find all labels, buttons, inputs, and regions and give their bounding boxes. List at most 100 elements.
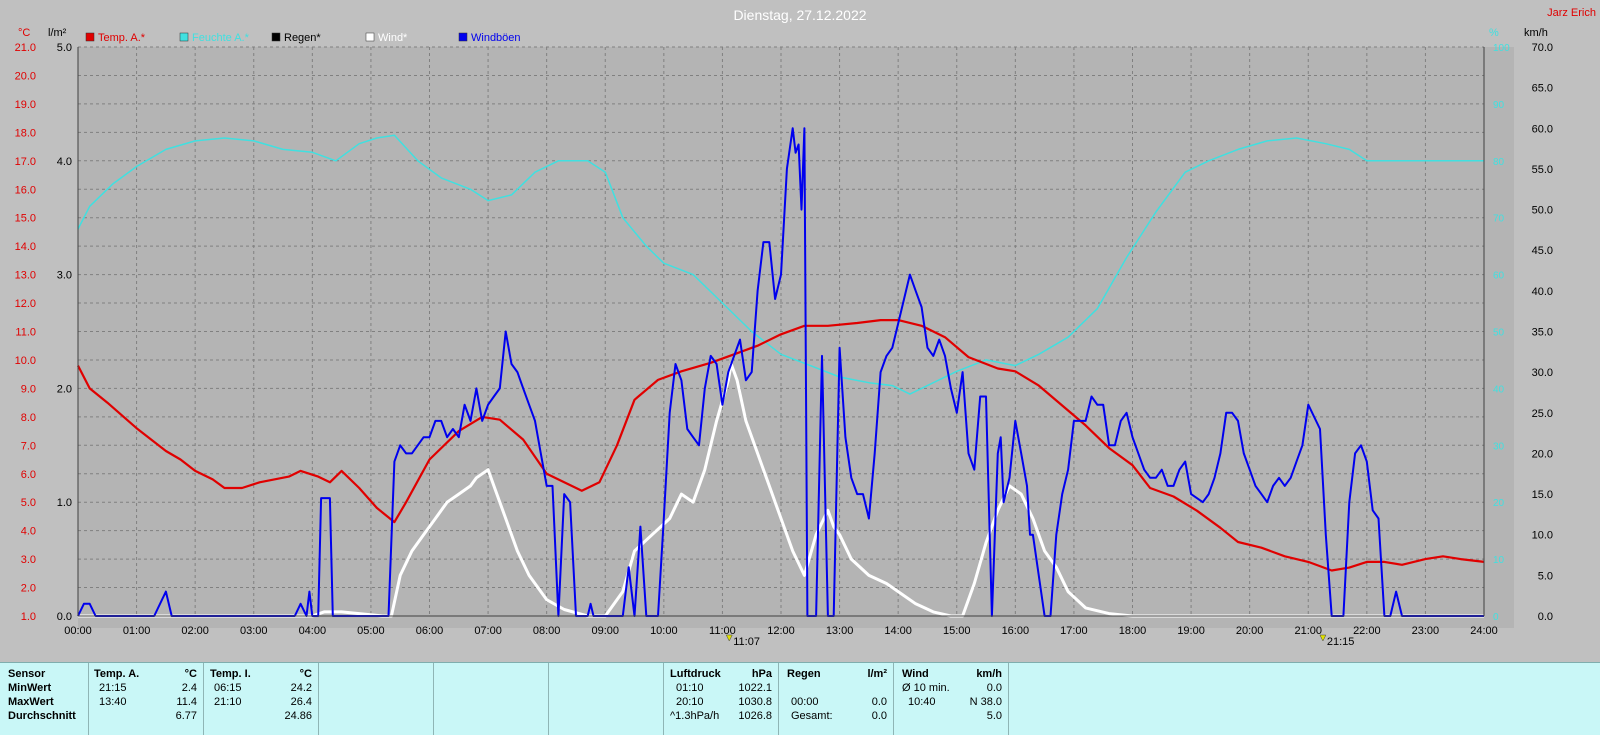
time-tick-label: 06:00 <box>416 625 444 637</box>
time-tick-label: 03:00 <box>240 625 268 637</box>
row-label-max: MaxWert <box>8 696 54 708</box>
temp-tick-label: 6.0 <box>21 469 36 481</box>
humidity-tick-label: 30 <box>1493 441 1505 452</box>
empty-column-1 <box>319 663 434 735</box>
temp-i-avg-value: 24.86 <box>284 710 312 722</box>
temp-a-avg-value: 6.77 <box>175 710 197 722</box>
wind-tick-label: 50.0 <box>1532 205 1553 217</box>
temp-tick-label: 21.0 <box>15 42 36 54</box>
temp-i-min-value: 24.2 <box>290 682 312 694</box>
time-tick-label: 11:00 <box>709 625 736 637</box>
legend-label: Windböen <box>471 32 521 44</box>
time-tick-label: 02:00 <box>181 625 209 637</box>
time-tick-label: 08:00 <box>533 625 561 637</box>
time-tick-label: 23:00 <box>1412 625 1440 637</box>
legend-swatch <box>179 32 189 42</box>
pressure-trend: ^1.3hPa/h <box>670 710 720 722</box>
pressure-avg-value: 1026.8 <box>738 710 772 722</box>
humidity-tick-label: 60 <box>1493 271 1505 282</box>
wind-avg-value: 5.0 <box>986 710 1002 722</box>
rain-max-time: 00:00 <box>791 696 819 708</box>
temp-i-max-time: 21:10 <box>214 696 242 708</box>
wind-column: Wind km/h Ø 10 min. 0.0 10:40 N 38.0 5.0 <box>894 663 1009 735</box>
time-tick-label: 12:00 <box>767 625 795 637</box>
empty-column-3 <box>549 663 664 735</box>
pressure-unit: hPa <box>751 668 772 680</box>
pressure-min-value: 1022.1 <box>738 682 772 694</box>
statistics-panel: Sensor MinWert MaxWert Durchschnitt Temp… <box>0 662 1600 735</box>
temp-a-column: Temp. A. °C 21:15 2.4 13:40 11.4 6.77 <box>89 663 204 735</box>
temp-tick-label: 1.0 <box>21 611 36 623</box>
time-tick-label: 24:00 <box>1470 625 1498 637</box>
pressure-max-time: 20:10 <box>676 696 704 708</box>
empty-column-2 <box>434 663 549 735</box>
temp-a-min-time: 21:15 <box>99 682 127 694</box>
time-marker-label: 11:07 <box>733 636 760 648</box>
time-tick-label: 00:00 <box>64 625 92 637</box>
row-label-avg: Durchschnitt <box>8 710 76 722</box>
time-tick-label: 07:00 <box>474 625 502 637</box>
temp-i-min-time: 06:15 <box>214 682 242 694</box>
wind-tick-label: 10.0 <box>1532 530 1553 542</box>
time-marker-icon <box>1319 634 1327 642</box>
temp-tick-label: 14.0 <box>15 241 36 253</box>
pressure-max-value: 1030.8 <box>738 696 772 708</box>
time-tick-label: 13:00 <box>826 625 854 637</box>
temp-a-max-value: 11.4 <box>176 696 197 708</box>
humidity-tick-label: 20 <box>1493 498 1505 509</box>
wind-max-value: N 38.0 <box>969 696 1002 708</box>
humidity-tick-label: 80 <box>1493 157 1505 168</box>
humidity-tick-label: 90 <box>1493 100 1505 111</box>
legend-label: Feuchte A.* <box>192 32 250 44</box>
time-tick-label: 18:00 <box>1119 625 1147 637</box>
legend-label: Wind* <box>378 32 408 44</box>
time-marker-label: 21:15 <box>1327 636 1355 648</box>
wind-avg10-label: Ø 10 min. <box>902 682 950 694</box>
weather-chart: 1.0 2.0 3.0 4.0 5.0 6.0 7.0 8.0 9.0 10.0 11.0 12.0 1… <box>15 7 1596 648</box>
temp-i-max-value: 26.4 <box>290 696 312 708</box>
legend-swatch <box>271 32 281 42</box>
time-tick-label: 05:00 <box>357 625 385 637</box>
temp-tick-label: 9.0 <box>21 383 36 395</box>
temp-tick-label: 19.0 <box>15 99 36 111</box>
chart-area: 1.0 2.0 3.0 4.0 5.0 6.0 7.0 8.0 9.0 10.0 11.0 12.0 1… <box>14 7 1596 648</box>
temp-a-header: Temp. A. <box>94 668 140 680</box>
chart-title: Dienstag, 27.12.2022 <box>733 7 866 23</box>
humidity-tick-label: 0 <box>1493 612 1499 623</box>
wind-tick-label: 60.0 <box>1532 123 1553 135</box>
time-tick-label: 09:00 <box>591 625 619 637</box>
sensor-header: Sensor <box>8 668 46 680</box>
rain-max-value: 0.0 <box>871 696 887 708</box>
temp-tick-label: 10.0 <box>15 355 36 367</box>
rain-total-value: 0.0 <box>871 710 887 722</box>
time-tick-label: 10:00 <box>650 625 678 637</box>
temp-tick-label: 17.0 <box>15 156 36 168</box>
temp-tick-label: 4.0 <box>21 526 36 538</box>
wind-tick-label: 20.0 <box>1532 448 1553 460</box>
temp-tick-label: 2.0 <box>21 583 36 595</box>
wind-tick-label: 65.0 <box>1532 83 1553 95</box>
wind-tick-label: 70.0 <box>1532 42 1553 54</box>
rain-tick-label: 3.0 <box>57 270 72 282</box>
rain-tick-label: 2.0 <box>57 383 72 395</box>
series-line-humidity <box>77 134 1484 395</box>
legend-swatch <box>365 32 375 42</box>
humidity-tick-label: 10 <box>1493 555 1505 566</box>
rain-column: Regen l/m² 00:00 0.0 Gesamt: 0.0 <box>779 663 894 735</box>
temp-a-max-time: 13:40 <box>99 696 127 708</box>
time-tick-label: 20:00 <box>1236 625 1264 637</box>
rain-tick-label: 0.0 <box>57 611 72 623</box>
rain-unit: l/m² <box>867 668 887 680</box>
humidity-axis-unit: % <box>1489 27 1499 39</box>
temp-i-unit: °C <box>299 668 312 680</box>
temp-a-min-value: 2.4 <box>181 682 197 694</box>
wind-tick-label: 45.0 <box>1532 245 1553 257</box>
legend-label: Temp. A.* <box>98 32 146 44</box>
row-label-min: MinWert <box>8 682 52 694</box>
rain-axis-unit: l/m² <box>48 27 67 39</box>
series-line-wind <box>77 127 1484 617</box>
time-tick-label: 21:00 <box>1294 625 1322 637</box>
time-tick-label: 17:00 <box>1060 625 1088 637</box>
humidity-tick-label: 100 <box>1493 43 1510 54</box>
temp-a-unit: °C <box>184 668 197 680</box>
